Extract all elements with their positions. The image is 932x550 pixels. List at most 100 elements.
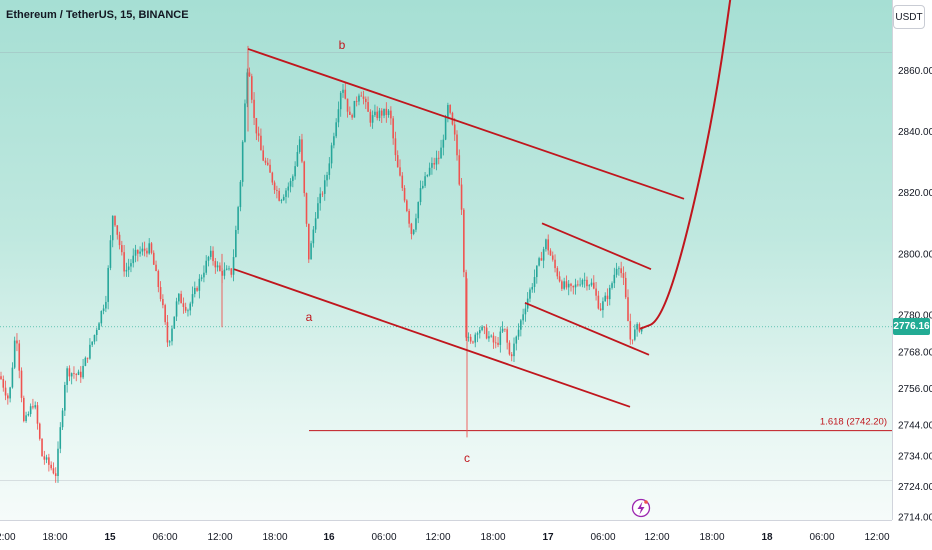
candle-body — [551, 255, 554, 260]
candle-body — [339, 92, 342, 110]
candle-body — [631, 339, 634, 341]
candle-body — [326, 174, 328, 181]
candle-body — [253, 99, 255, 118]
candle-body — [346, 98, 349, 112]
candle-body — [184, 306, 187, 311]
candle-body — [613, 274, 616, 284]
candle-body — [80, 371, 82, 378]
candle-body — [98, 323, 100, 330]
candle-body — [463, 209, 465, 273]
x-tick-label: 12:00 — [864, 532, 889, 543]
candle-body — [102, 308, 105, 312]
candle-body — [175, 301, 178, 317]
candle-body — [394, 138, 397, 156]
candle-body — [70, 373, 73, 377]
candle-body — [95, 329, 98, 335]
candle-body — [629, 321, 632, 340]
candle-body — [344, 89, 347, 99]
candle-body — [460, 184, 463, 210]
candle-body — [18, 343, 21, 371]
candle-body — [378, 110, 381, 119]
y-tick-label: 2768.00 — [898, 347, 932, 358]
candle-body — [82, 365, 84, 378]
candle-body — [565, 281, 568, 288]
candle-body — [43, 456, 46, 460]
candle-body — [260, 135, 262, 151]
candle-body — [624, 277, 627, 298]
y-tick-label: 2724.00 — [898, 482, 932, 493]
last-price-label: 2776.16 — [893, 318, 930, 335]
y-tick-label: 2756.00 — [898, 384, 932, 395]
candle-body — [333, 136, 335, 146]
candle-body — [16, 340, 18, 344]
candle-body — [301, 139, 303, 162]
candle-body — [608, 287, 611, 300]
candle-body — [435, 157, 438, 165]
candle-body — [554, 259, 556, 269]
candle-body — [640, 327, 643, 332]
candle-body — [417, 202, 420, 219]
candle-body — [38, 423, 41, 439]
candle-body — [474, 334, 477, 343]
candle-body — [214, 261, 217, 268]
candle-body — [453, 124, 456, 135]
candle-body — [4, 387, 7, 396]
candle-body — [132, 255, 135, 264]
x-tick-label: 18:00 — [699, 532, 724, 543]
candle-body — [542, 249, 545, 261]
candle-body — [20, 370, 23, 398]
candle-body — [508, 342, 511, 355]
candle-body — [114, 215, 116, 226]
candle-body — [538, 258, 540, 266]
candle-body — [371, 115, 374, 123]
candle-body — [597, 295, 600, 309]
lightning-bolt-glyph — [637, 501, 645, 515]
x-tick-label: 12:00 — [0, 532, 16, 543]
candle-body — [319, 193, 321, 204]
candle-body — [494, 342, 497, 344]
candle-body — [458, 155, 461, 185]
candle-body — [549, 250, 552, 256]
candle-body — [490, 335, 492, 337]
x-tick-label: 12:00 — [425, 532, 450, 543]
candle-body — [456, 134, 458, 156]
candle-body — [241, 141, 244, 182]
candle-body — [449, 104, 451, 113]
candle-body — [570, 283, 572, 286]
x-tick-label: 18:00 — [42, 532, 67, 543]
candle-body — [433, 163, 435, 165]
candle-body — [116, 225, 119, 235]
candle-body — [189, 303, 192, 311]
candle-body — [278, 190, 280, 201]
candle-body — [317, 203, 319, 219]
x-tick-label: 15 — [104, 532, 116, 543]
candle-body — [563, 281, 565, 289]
candle-body — [499, 331, 502, 345]
y-tick-label: 2734.00 — [898, 451, 932, 462]
candle-body — [276, 189, 278, 191]
candle-body — [337, 109, 340, 123]
candle-body — [586, 279, 588, 287]
candle-body — [314, 218, 317, 230]
candle-body — [264, 160, 267, 163]
y-tick-label: 2714.00 — [898, 512, 932, 523]
candle-body — [29, 406, 32, 415]
candle-body — [61, 410, 64, 428]
candle-body — [107, 267, 109, 302]
candle-body — [367, 102, 369, 112]
candle-body — [620, 268, 622, 274]
candle-body — [358, 95, 360, 102]
candle-body — [634, 329, 636, 340]
candle-body — [134, 249, 137, 256]
candle-body — [294, 166, 296, 177]
x-tick-label: 17 — [542, 532, 554, 543]
candle-body — [556, 268, 559, 277]
candle-body — [481, 326, 483, 331]
currency-button[interactable]: USDT — [893, 5, 925, 29]
x-tick-label: 12:00 — [644, 532, 669, 543]
small-channel-upper-line — [541, 222, 652, 271]
candle-body — [111, 215, 114, 241]
candle-body — [157, 270, 160, 288]
